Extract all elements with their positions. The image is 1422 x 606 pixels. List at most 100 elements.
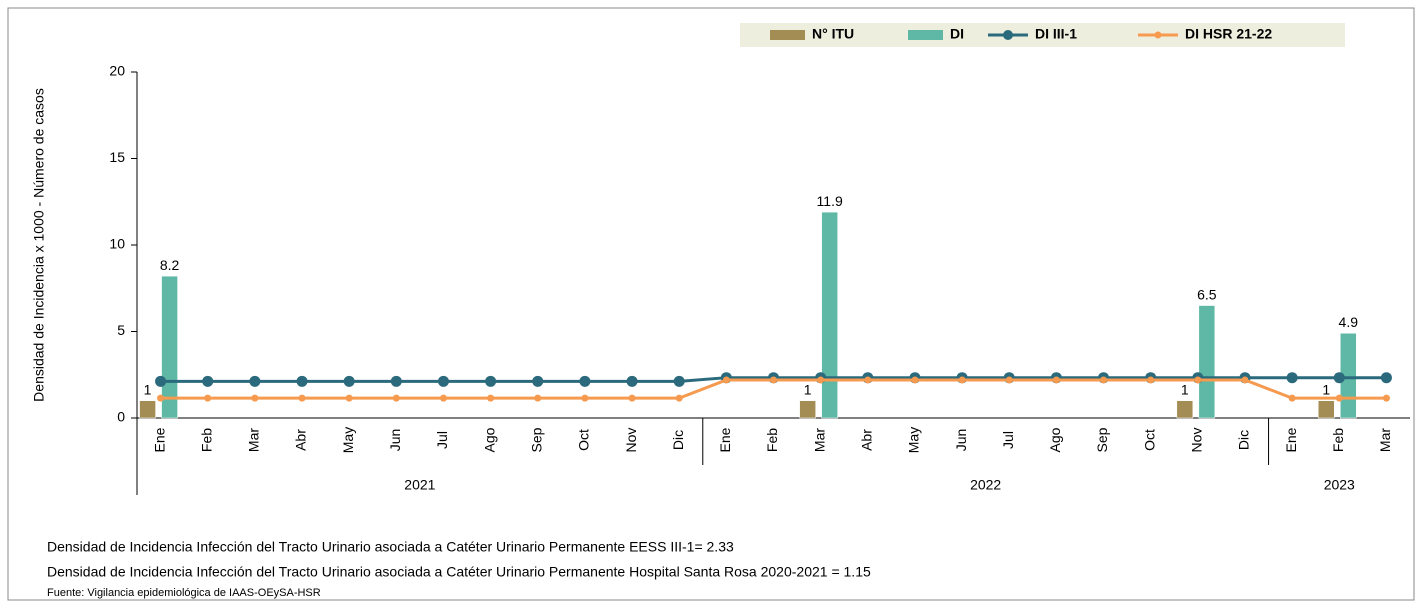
marker xyxy=(864,376,872,384)
data-label: 8.2 xyxy=(160,257,180,273)
data-label: 1 xyxy=(1181,381,1189,397)
x-tick-label: Mar xyxy=(1377,428,1393,452)
x-group-label: 2022 xyxy=(970,477,1001,493)
marker xyxy=(1286,372,1298,384)
marker xyxy=(628,394,636,402)
y-tick-label: 20 xyxy=(109,63,125,79)
x-tick-label: May xyxy=(906,427,922,453)
marker xyxy=(770,376,777,384)
y-tick-label: 15 xyxy=(109,149,125,165)
legend-background xyxy=(740,23,1345,47)
x-tick-label: Jun xyxy=(387,429,403,452)
marker xyxy=(251,394,259,402)
marker xyxy=(437,375,449,387)
legend-marker xyxy=(1003,30,1013,40)
marker xyxy=(1100,376,1108,384)
bar xyxy=(1198,305,1216,419)
legend-marker xyxy=(1154,31,1162,39)
x-tick-label: Feb xyxy=(764,428,780,452)
marker xyxy=(296,375,308,387)
data-label: 11.9 xyxy=(817,193,843,209)
x-tick-label: Dic xyxy=(1236,430,1252,450)
bar xyxy=(1318,400,1335,419)
marker xyxy=(298,394,306,402)
x-tick-label: May xyxy=(340,427,356,453)
marker xyxy=(485,375,497,387)
x-tick-label: Mar xyxy=(246,428,262,452)
x-tick-label: Ene xyxy=(1283,427,1299,452)
marker xyxy=(1194,376,1202,384)
x-tick-label: Oct xyxy=(576,429,592,451)
marker xyxy=(911,376,919,384)
x-tick-label: Nov xyxy=(623,428,639,453)
x-tick-label: Ene xyxy=(717,427,733,452)
marker xyxy=(1380,372,1392,384)
marker xyxy=(534,394,542,402)
legend-label: DI III-1 xyxy=(1035,26,1077,42)
x-tick-label: Dic xyxy=(670,430,686,450)
note: Densidad de Incidencia Infección del Tra… xyxy=(47,564,871,580)
marker xyxy=(439,394,447,402)
marker xyxy=(487,394,495,402)
marker xyxy=(673,375,685,387)
note: Densidad de Incidencia Infección del Tra… xyxy=(47,539,734,555)
marker xyxy=(1005,376,1013,384)
marker xyxy=(1147,376,1155,384)
marker xyxy=(345,394,353,402)
data-label: 1 xyxy=(804,381,812,397)
marker xyxy=(958,376,966,384)
marker xyxy=(626,375,638,387)
marker xyxy=(155,375,167,387)
marker xyxy=(202,375,214,387)
x-tick-label: Nov xyxy=(1189,428,1205,453)
x-tick-label: Sep xyxy=(1094,427,1110,452)
marker xyxy=(1382,394,1390,402)
data-label: 6.5 xyxy=(1197,286,1217,302)
bar xyxy=(799,400,816,419)
x-group-label: 2023 xyxy=(1324,477,1355,493)
data-label: 1 xyxy=(144,381,152,397)
x-tick-label: Abr xyxy=(293,429,309,451)
data-label: 1 xyxy=(1322,381,1330,397)
x-tick-label: Jul xyxy=(1000,431,1016,449)
marker xyxy=(204,394,212,402)
x-tick-label: Feb xyxy=(198,428,214,452)
marker xyxy=(1241,376,1249,384)
y-tick-label: 0 xyxy=(117,409,125,425)
legend-label: N° ITU xyxy=(812,26,854,42)
marker xyxy=(817,376,825,384)
legend-swatch xyxy=(908,30,943,40)
x-tick-label: Oct xyxy=(1141,429,1157,451)
x-tick-label: Mar xyxy=(811,428,827,452)
marker xyxy=(249,375,261,387)
legend-label: DI xyxy=(950,26,964,42)
marker xyxy=(1333,372,1345,384)
marker xyxy=(1052,376,1060,384)
bar xyxy=(139,400,156,419)
x-tick-label: Ago xyxy=(481,427,497,452)
x-group-label: 2021 xyxy=(404,477,435,493)
marker xyxy=(579,375,591,387)
marker xyxy=(392,394,400,402)
bar xyxy=(821,211,838,419)
marker xyxy=(157,394,165,402)
y-tick-label: 10 xyxy=(109,236,125,252)
bar xyxy=(1176,400,1194,419)
x-tick-label: Ene xyxy=(151,427,167,452)
legend-label: DI HSR 21-22 xyxy=(1185,26,1272,42)
y-axis-label: Densidad de Incidencia x 1000 - Número d… xyxy=(31,88,47,402)
x-tick-label: Jul xyxy=(434,431,450,449)
marker xyxy=(532,375,544,387)
x-tick-label: Feb xyxy=(1330,428,1346,452)
marker xyxy=(722,376,730,384)
marker xyxy=(1288,394,1296,402)
marker xyxy=(390,375,402,387)
marker xyxy=(343,375,355,387)
chart-border xyxy=(7,7,1415,601)
marker xyxy=(1335,394,1343,402)
marker xyxy=(581,394,589,402)
data-label: 4.9 xyxy=(1339,314,1359,330)
legend-swatch xyxy=(770,30,805,40)
x-tick-label: Abr xyxy=(858,429,874,451)
